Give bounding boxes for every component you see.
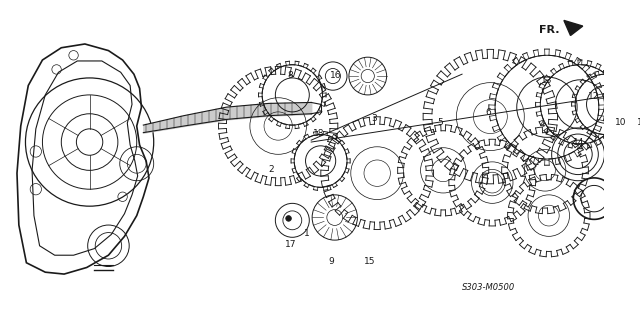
Text: 7: 7 (520, 176, 526, 185)
Text: 18: 18 (313, 129, 324, 138)
Text: 10: 10 (615, 118, 626, 127)
Text: 8: 8 (287, 70, 293, 80)
Text: 2: 2 (269, 165, 275, 174)
Text: 1: 1 (303, 229, 309, 238)
Text: 3: 3 (371, 114, 377, 123)
Polygon shape (564, 20, 583, 35)
Text: 15: 15 (364, 257, 376, 266)
Text: 9: 9 (328, 257, 334, 266)
Text: 13: 13 (541, 76, 553, 85)
Text: 17: 17 (285, 240, 296, 249)
Text: 14: 14 (573, 138, 585, 147)
Text: 6: 6 (486, 108, 492, 117)
Text: FR.: FR. (540, 25, 560, 35)
Text: 5: 5 (438, 118, 444, 127)
Text: S303-M0500: S303-M0500 (462, 283, 515, 292)
Circle shape (285, 216, 291, 221)
Text: 12: 12 (588, 92, 600, 101)
Text: 4: 4 (540, 120, 545, 129)
Text: 16: 16 (330, 70, 342, 80)
Text: 11: 11 (637, 118, 640, 127)
